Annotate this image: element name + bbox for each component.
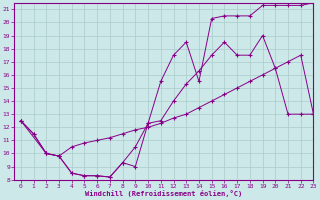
X-axis label: Windchill (Refroidissement éolien,°C): Windchill (Refroidissement éolien,°C): [85, 190, 243, 197]
